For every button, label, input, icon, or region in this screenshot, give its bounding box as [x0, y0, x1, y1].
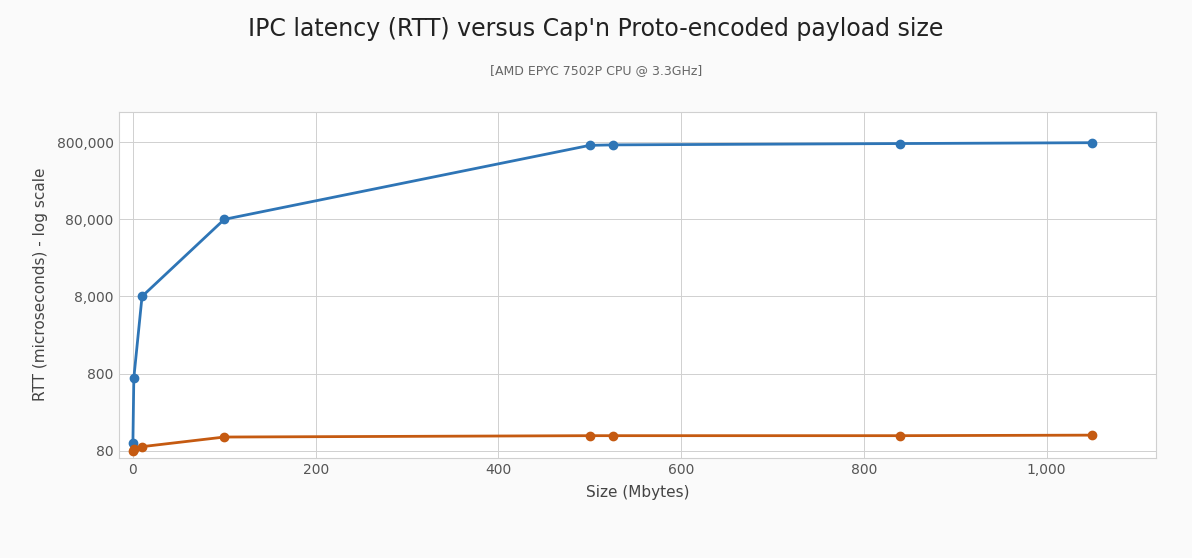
Classic IPC via local socket [1085, 140, 1099, 146]
Classic IPC via local socket [217, 216, 231, 223]
Flow-IPC with zero-copy [1085, 432, 1099, 439]
Classic IPC via local socket [126, 374, 141, 381]
Flow-IPC with zero-copy [606, 432, 620, 439]
Classic IPC via local socket [125, 440, 139, 446]
Classic IPC via local socket [135, 293, 149, 300]
Flow-IPC with zero-copy [135, 443, 149, 450]
Text: IPC latency (RTT) versus Cap'n Proto-encoded payload size: IPC latency (RTT) versus Cap'n Proto-enc… [248, 17, 944, 41]
Line: Classic IPC via local socket: Classic IPC via local socket [129, 138, 1097, 448]
Flow-IPC with zero-copy [893, 432, 907, 439]
Flow-IPC with zero-copy [126, 445, 141, 452]
Classic IPC via local socket [893, 140, 907, 147]
Classic IPC via local socket [606, 142, 620, 148]
Legend: Classic IPC via local socket, Flow-IPC with zero-copy: Classic IPC via local socket, Flow-IPC w… [405, 557, 870, 558]
Classic IPC via local socket [583, 142, 597, 148]
Flow-IPC with zero-copy [125, 448, 139, 454]
X-axis label: Size (Mbytes): Size (Mbytes) [586, 485, 689, 501]
Flow-IPC with zero-copy [583, 432, 597, 439]
Text: [AMD EPYC 7502P CPU @ 3.3GHz]: [AMD EPYC 7502P CPU @ 3.3GHz] [490, 64, 702, 77]
Flow-IPC with zero-copy [217, 434, 231, 440]
Line: Flow-IPC with zero-copy: Flow-IPC with zero-copy [129, 431, 1097, 455]
Y-axis label: RTT (microseconds) - log scale: RTT (microseconds) - log scale [33, 168, 49, 401]
